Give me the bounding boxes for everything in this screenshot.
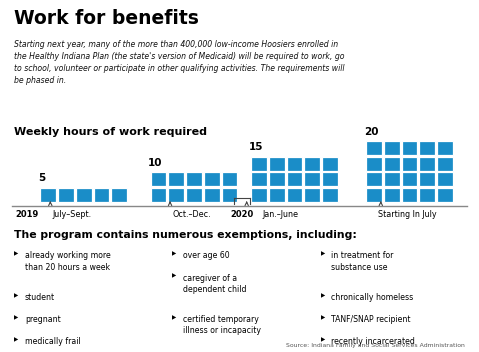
- Text: The program contains numerous exemptions, including:: The program contains numerous exemptions…: [14, 230, 357, 239]
- Text: ▶: ▶: [321, 337, 325, 342]
- Text: ▶: ▶: [14, 337, 19, 342]
- Bar: [366, 141, 382, 155]
- Text: Weekly hours of work required: Weekly hours of work required: [14, 127, 207, 137]
- Text: Starting In July: Starting In July: [378, 210, 437, 219]
- Bar: [269, 157, 285, 171]
- Bar: [286, 172, 303, 186]
- Bar: [269, 172, 285, 186]
- Bar: [40, 188, 56, 202]
- Bar: [366, 172, 382, 186]
- Bar: [401, 141, 417, 155]
- Text: certified temporary
illness or incapacity: certified temporary illness or incapacit…: [183, 315, 261, 335]
- Text: 5: 5: [38, 174, 46, 183]
- Text: ▶: ▶: [172, 274, 177, 278]
- Text: ▶: ▶: [14, 315, 19, 320]
- Text: Source: Indiana Family and Social Services Administration: Source: Indiana Family and Social Servic…: [286, 343, 465, 348]
- Text: ▶: ▶: [321, 315, 325, 320]
- Bar: [186, 188, 202, 202]
- Text: student: student: [25, 293, 55, 302]
- Bar: [269, 188, 285, 202]
- Bar: [419, 188, 435, 202]
- Bar: [251, 157, 267, 171]
- Bar: [322, 157, 338, 171]
- Text: 20: 20: [364, 127, 378, 137]
- Text: Work for benefits: Work for benefits: [14, 9, 199, 28]
- Text: 15: 15: [249, 143, 263, 152]
- Bar: [204, 172, 219, 186]
- Bar: [419, 172, 435, 186]
- Bar: [251, 188, 267, 202]
- Bar: [169, 172, 184, 186]
- Text: pregnant: pregnant: [25, 315, 61, 324]
- Bar: [322, 188, 338, 202]
- Text: in treatment for
substance use: in treatment for substance use: [331, 251, 394, 272]
- Bar: [437, 141, 453, 155]
- Text: 2020: 2020: [230, 210, 253, 219]
- Text: Starting next year, many of the more than 400,000 low-income Hoosiers enrolled i: Starting next year, many of the more tha…: [14, 40, 345, 85]
- Text: over age 60: over age 60: [183, 251, 229, 260]
- Bar: [76, 188, 91, 202]
- Text: ▶: ▶: [14, 251, 19, 256]
- Text: 2019: 2019: [15, 210, 39, 219]
- Text: caregiver of a
dependent child: caregiver of a dependent child: [183, 274, 247, 294]
- Bar: [401, 157, 417, 171]
- Bar: [150, 188, 167, 202]
- Bar: [419, 141, 435, 155]
- Bar: [186, 172, 202, 186]
- Bar: [437, 188, 453, 202]
- Text: Oct.–Dec.: Oct.–Dec.: [172, 210, 211, 219]
- Bar: [286, 188, 303, 202]
- Bar: [419, 157, 435, 171]
- Text: 10: 10: [148, 158, 163, 168]
- Bar: [305, 188, 320, 202]
- Bar: [305, 172, 320, 186]
- Text: ▶: ▶: [172, 315, 177, 320]
- Bar: [437, 172, 453, 186]
- Bar: [384, 141, 399, 155]
- Bar: [221, 172, 238, 186]
- Bar: [384, 188, 399, 202]
- Bar: [437, 157, 453, 171]
- Bar: [305, 157, 320, 171]
- Bar: [286, 157, 303, 171]
- Bar: [401, 172, 417, 186]
- Text: medically frail: medically frail: [25, 337, 80, 346]
- Bar: [322, 172, 338, 186]
- Text: TANF/SNAP recipient: TANF/SNAP recipient: [331, 315, 411, 324]
- Text: ▶: ▶: [321, 251, 325, 256]
- Bar: [169, 188, 184, 202]
- Bar: [384, 172, 399, 186]
- Bar: [401, 188, 417, 202]
- Bar: [366, 188, 382, 202]
- Bar: [111, 188, 127, 202]
- Text: recently incarcerated: recently incarcerated: [331, 337, 415, 346]
- Bar: [384, 157, 399, 171]
- Text: ▶: ▶: [14, 293, 19, 298]
- Bar: [251, 172, 267, 186]
- Text: July–Sept.: July–Sept.: [53, 210, 92, 219]
- Text: Jan.–June: Jan.–June: [262, 210, 298, 219]
- Text: chronically homeless: chronically homeless: [331, 293, 414, 302]
- Text: ▶: ▶: [172, 251, 177, 256]
- Bar: [204, 188, 219, 202]
- Bar: [58, 188, 74, 202]
- Bar: [366, 157, 382, 171]
- Bar: [150, 172, 167, 186]
- Text: already working more
than 20 hours a week: already working more than 20 hours a wee…: [25, 251, 111, 272]
- Text: ▶: ▶: [321, 293, 325, 298]
- Bar: [221, 188, 238, 202]
- Bar: [94, 188, 109, 202]
